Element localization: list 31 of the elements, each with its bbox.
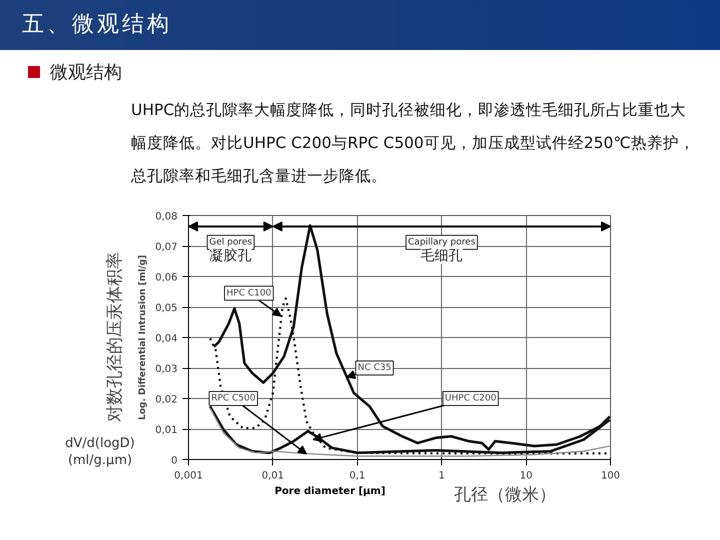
text: 孔径（微米） (453, 484, 557, 507)
y-tick-label: 0,06 (155, 272, 178, 284)
y-tick-label: 0 (171, 456, 178, 466)
annotation: 凝胶孔 (210, 248, 252, 264)
text: dV/d(logD) (ml/g.µm) (64, 435, 136, 469)
series-label: NC C35 (358, 363, 392, 373)
x-tick-label: 1 (438, 470, 445, 482)
annotation: Capillary pores (408, 237, 476, 248)
series-label: RPC C500 (211, 394, 256, 404)
text: UHPC C200 (444, 394, 497, 404)
annotation: 毛细孔 (420, 248, 463, 264)
y-tick-label: 0,02 (155, 394, 178, 406)
y-axis-title: Log. Differential Intrusion [ml/g] (138, 255, 148, 420)
y-tick-label: 0,07 (155, 242, 178, 253)
x-tick-label: 0,01 (262, 470, 284, 482)
chart-title: 五、微观结构 (22, 11, 172, 39)
x-axis-title: Pore diameter [µm] (274, 485, 386, 499)
x-tick-label: 0,001 (174, 470, 203, 482)
chart-subtitle: 微观结构 (49, 61, 122, 85)
x-tick-label: 0,1 (349, 470, 366, 482)
y-tick-label: 0,05 (155, 303, 178, 314)
y-tick-label: 0,03 (155, 364, 178, 375)
text: UHPC的总孔隙率大幅度降低，同时孔径被细化，即渗透性毛细孔所占比重也大幅度降低。对比UHPC C200与RPC C500可见，加压成型试件经250℃热养护，总孔隙率和毛细孔含量进一步降低。 (131, 100, 696, 187)
annotation: Gel pores (209, 237, 252, 248)
x-tick-label: 100 (600, 470, 620, 482)
text: 对数孔径的压汞体积率 (104, 252, 125, 422)
y-tick-label: 0,01 (155, 425, 178, 436)
x-tick-label: 10 (520, 470, 532, 482)
series-label: HPC C100 (226, 288, 272, 298)
y-tick-label: 0,04 (155, 334, 178, 344)
y-tick-label: 0,08 (155, 212, 178, 222)
